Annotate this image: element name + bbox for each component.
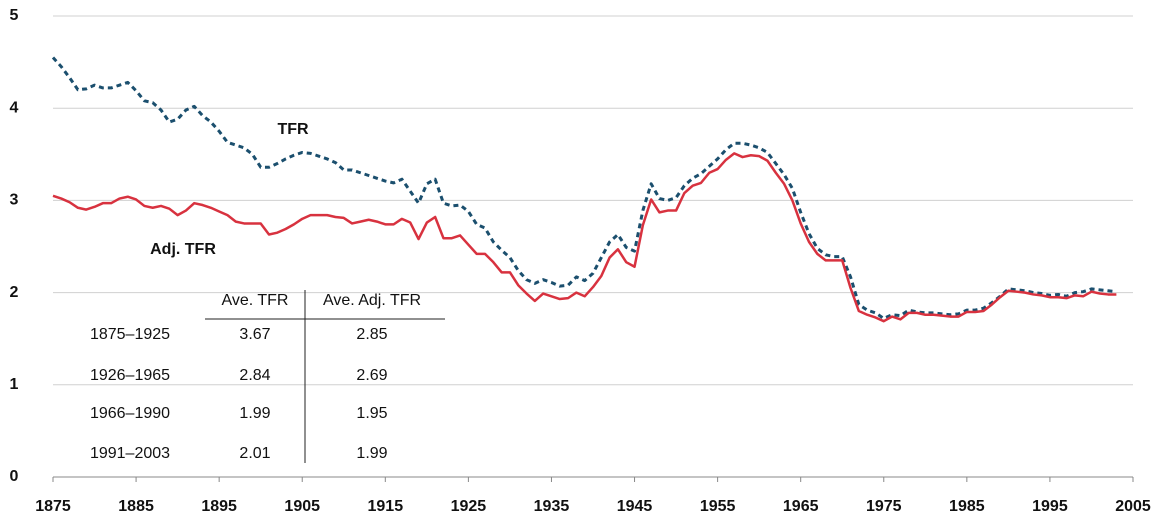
y-tick-label: 5 xyxy=(10,7,19,24)
y-tick-label: 3 xyxy=(10,192,19,209)
grid: 0 1 2 3 4 5 1875 1885 1895 1905 1915 1925 1935 1945 19… xyxy=(10,7,1151,515)
x-tick-label: 1885 xyxy=(118,498,154,515)
table-cell: 2.84 xyxy=(239,367,270,384)
x-tick-label: 1945 xyxy=(617,498,653,515)
y-tick-label: 2 xyxy=(10,284,19,301)
table-cell: 3.67 xyxy=(239,326,270,343)
series-line xyxy=(51,56,1117,320)
table-cell: 2.01 xyxy=(239,445,270,462)
table-cell: 1991–2003 xyxy=(90,445,170,462)
table-cell: 2.69 xyxy=(356,367,387,384)
y-tick-label: 4 xyxy=(10,99,19,116)
table-cell: 1875–1925 xyxy=(90,326,170,343)
y-tick-label: 0 xyxy=(10,468,19,485)
table-cell: 1.99 xyxy=(239,405,270,422)
x-tick-label: 2005 xyxy=(1115,498,1151,515)
table-cell: 1966–1990 xyxy=(90,405,170,422)
table-cell: 1926–1965 xyxy=(90,367,170,384)
series-label: Adj. TFR xyxy=(150,241,216,258)
x-tick-label: 1965 xyxy=(783,498,819,515)
x-tick-label: 1925 xyxy=(451,498,487,515)
x-tick-label: 1975 xyxy=(866,498,902,515)
x-tick-label: 1985 xyxy=(949,498,985,515)
x-tick-label: 1895 xyxy=(201,498,237,515)
table-cell: 2.85 xyxy=(356,326,387,343)
table-cell: 1.95 xyxy=(356,405,387,422)
table-cell: 1.99 xyxy=(356,445,387,462)
x-tick-label: 1915 xyxy=(368,498,404,515)
lines xyxy=(51,56,1117,323)
x-tick-label: 1875 xyxy=(35,498,71,515)
series-line xyxy=(52,152,1117,323)
x-tick-label: 1995 xyxy=(1032,498,1068,515)
table: Ave. TFR Ave. Adj. TFR 1875–1925 3.67 2.85 19… xyxy=(90,292,421,462)
x-tick-label: 1955 xyxy=(700,498,736,515)
series-label: TFR xyxy=(277,121,309,138)
x-tick-label: 1905 xyxy=(284,498,320,515)
table-header: Ave. Adj. TFR xyxy=(323,292,421,309)
table-header: Ave. TFR xyxy=(222,292,289,309)
y-tick-label: 1 xyxy=(10,376,19,393)
x-tick-label: 1935 xyxy=(534,498,570,515)
